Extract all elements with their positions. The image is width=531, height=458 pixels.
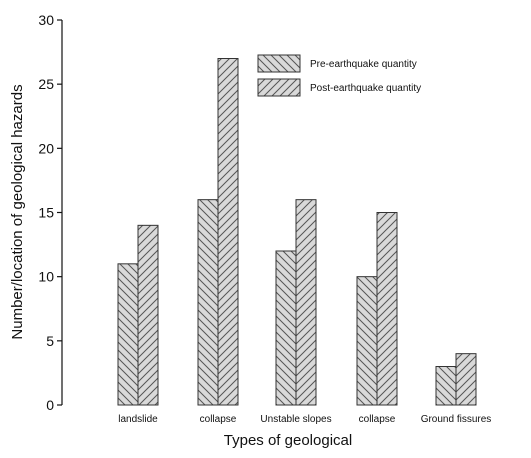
x-axis-title: Types of geological [224, 432, 352, 449]
legend-swatch-pre [257, 54, 301, 73]
legend-swatch-post [257, 78, 301, 97]
y-tick-label: 0 [46, 397, 54, 413]
bar-pre-0 [117, 263, 139, 406]
y-tick-label: 15 [38, 205, 54, 221]
bar-pre-1 [197, 199, 219, 406]
bar-post-3 [376, 212, 398, 406]
y-axis-title: Number/location of geological hazards [9, 84, 26, 339]
x-tick-labels: landslide collapse Unstable slopes collapse… [118, 414, 491, 425]
x-tick-label: Ground fissures [421, 414, 492, 425]
x-tick-label: collapse [200, 414, 237, 425]
y-ticks: 0 5 10 15 20 25 30 [38, 12, 62, 413]
bar-post-2 [295, 199, 317, 406]
x-tick-label: landslide [118, 414, 158, 425]
bar-post-4 [455, 353, 477, 406]
bars [117, 58, 477, 406]
bar-post-1 [217, 58, 239, 406]
legend-label-pre: Pre-earthquake quantity [310, 59, 417, 70]
bar-pre-3 [356, 276, 378, 406]
y-tick-label: 20 [38, 140, 54, 156]
bar-pre-4 [435, 366, 457, 406]
y-tick-label: 25 [38, 76, 54, 92]
x-tick-label: collapse [359, 414, 396, 425]
y-tick-label: 5 [46, 333, 54, 349]
bar-post-0 [137, 224, 159, 406]
legend-label-post: Post-earthquake quantity [310, 83, 421, 94]
legend: Pre-earthquake quantity Post-earthquake … [257, 54, 421, 97]
bar-pre-2 [275, 250, 297, 406]
y-tick-label: 30 [38, 12, 54, 28]
y-tick-label: 10 [38, 269, 54, 285]
x-tick-label: Unstable slopes [260, 414, 331, 425]
